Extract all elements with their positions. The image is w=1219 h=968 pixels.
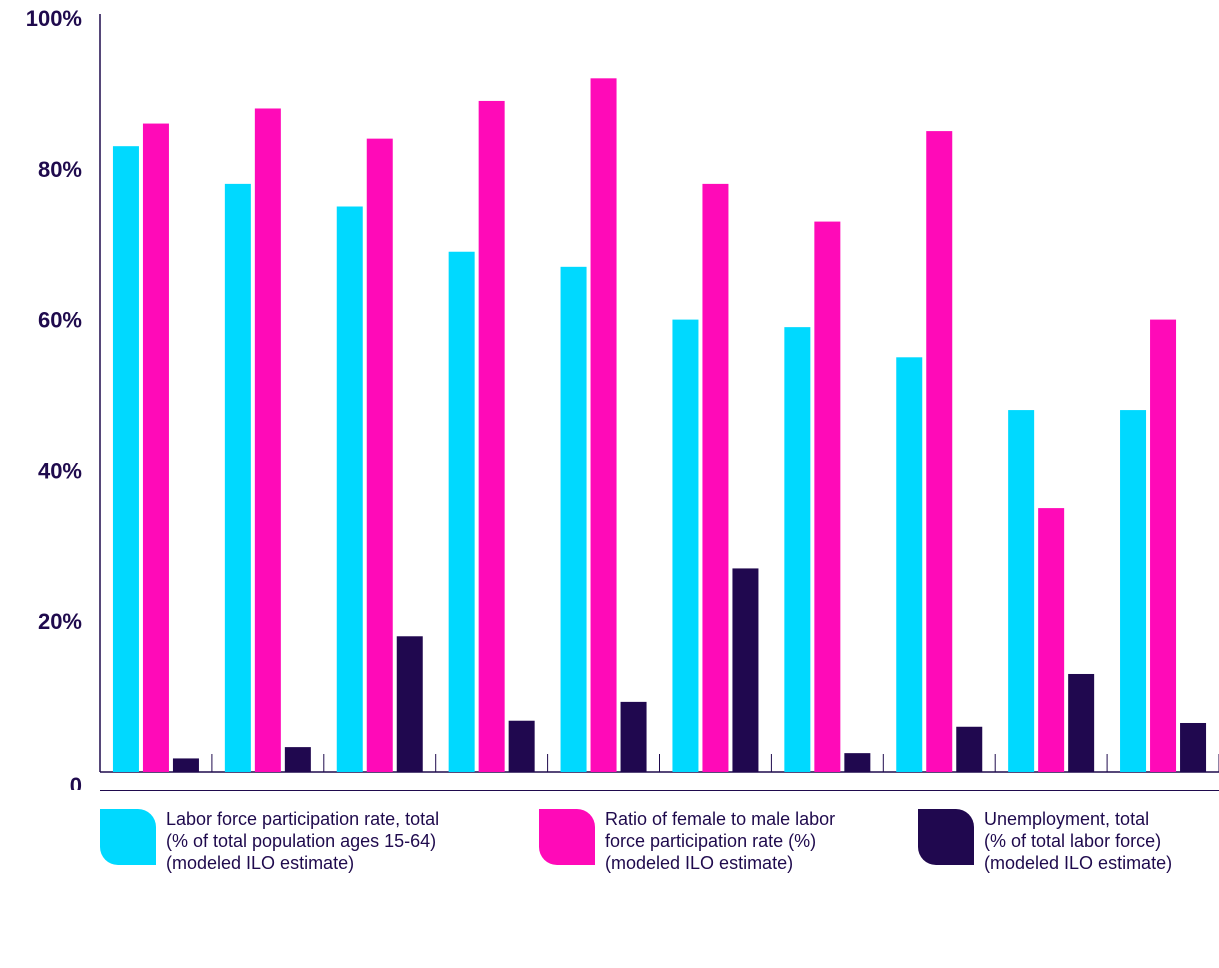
bar-labor-force-botswana [336,206,363,772]
bar-labor-force-kenya [560,266,587,772]
legend-swatch-labor-force [100,809,156,865]
legend-label-female-male-ratio: Ratio of female to male labor force part… [605,809,836,873]
bar-unemployment-cameroon [284,747,311,772]
bar-labor-force-ghana [448,251,475,773]
bar-labor-force-senegal [1120,410,1147,772]
bar-female-male-ratio-sudan [1038,508,1065,772]
bar-female-male-ratio-south-africa [702,183,729,772]
bar-chart: 020%40%60%80%100% EthiopiaCameroonBotswa… [26,6,1219,790]
bar-unemployment-kenya [620,701,647,772]
legend-label-labor-force: Labor force participation rate, total (%… [166,809,440,873]
legend-swatch-unemployment [918,809,974,865]
bar-female-male-ratio-nigeria [926,131,953,773]
y-tick-label: 100% [26,6,82,31]
bar-labor-force-sudan [1008,410,1035,772]
y-tick-label: 20% [38,609,82,634]
legend-item-labor-force: Labor force participation rate, total (%… [100,809,439,874]
bar-female-male-ratio-ghana [478,100,505,772]
legend-swatch-female-male-ratio [539,809,595,865]
y-axis-ticks: 0 20% 40% 60% 80% 100% [26,6,82,790]
y-tick-label: 0 [70,773,82,790]
bar-unemployment-ghana [508,720,535,772]
bar-female-male-ratio-cote-d-ivoire [814,221,841,772]
legend: Labor force participation rate, total (%… [100,790,1219,968]
bars [112,78,1207,773]
bar-female-male-ratio-cameroon [254,108,281,773]
bar-unemployment-ethiopia [172,758,199,772]
bar-unemployment-senegal [1180,722,1207,772]
y-tick-label: 60% [38,308,82,333]
legend-item-unemployment: Unemployment, total (% of total labor fo… [918,809,1172,874]
y-tick-label: 40% [38,458,82,483]
bar-female-male-ratio-kenya [590,78,617,772]
bar-unemployment-cote-d-ivoire [844,753,871,772]
bar-unemployment-botswana [396,636,423,772]
bar-labor-force-nigeria [896,357,923,772]
legend-label-unemployment: Unemployment, total (% of total labor fo… [984,809,1173,873]
y-tick-label: 80% [38,157,82,182]
bar-unemployment-nigeria [956,726,983,772]
bar-female-male-ratio-botswana [366,138,393,772]
bar-labor-force-cameroon [224,183,251,772]
bar-labor-force-cote-d-ivoire [784,327,811,772]
bar-unemployment-south-africa [732,568,759,772]
bar-female-male-ratio-ethiopia [142,123,169,772]
bar-labor-force-ethiopia [112,146,139,772]
bar-female-male-ratio-senegal [1150,319,1177,772]
legend-item-female-male-ratio: Ratio of female to male labor force part… [539,809,835,874]
bar-labor-force-south-africa [672,319,699,772]
bar-unemployment-sudan [1068,673,1095,772]
